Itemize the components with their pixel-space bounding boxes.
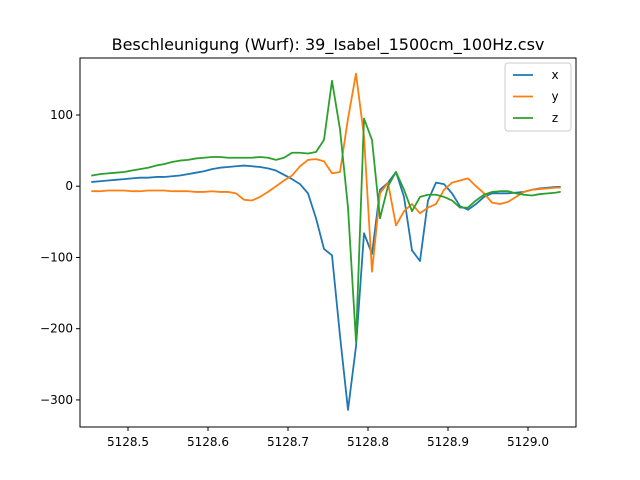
legend-label-x: x	[551, 68, 558, 82]
legend-box	[504, 62, 572, 132]
series-layer	[91, 72, 561, 411]
y-tick-label: 0	[65, 179, 73, 193]
x-tick-label: 5128.5	[107, 435, 149, 449]
legend: xyz	[504, 62, 572, 132]
x-tick-label: 5128.8	[347, 435, 389, 449]
y-tick-label: 100	[50, 108, 73, 122]
legend-label-y: y	[551, 90, 558, 104]
x-tick-label: 5128.7	[267, 435, 309, 449]
x-tick-label: 5129.0	[507, 435, 549, 449]
y-axis: −300 −200 −100 0 100	[40, 108, 80, 407]
series-line-x	[91, 164, 561, 411]
x-tick-label: 5128.9	[427, 435, 469, 449]
series-line-z	[91, 79, 561, 343]
y-tick-label: −100	[40, 250, 73, 264]
chart-title: Beschleunigung (Wurf): 39_Isabel_1500cm_…	[112, 35, 545, 55]
plot-frame	[79, 57, 577, 428]
x-tick-label: 5128.6	[187, 435, 229, 449]
legend-label-z: z	[552, 111, 558, 125]
x-axis: 5128.5 5128.6 5128.7 5128.8 5128.9 5129.0	[107, 427, 549, 449]
y-tick-label: −200	[40, 322, 73, 336]
y-tick-label: −300	[40, 393, 73, 407]
